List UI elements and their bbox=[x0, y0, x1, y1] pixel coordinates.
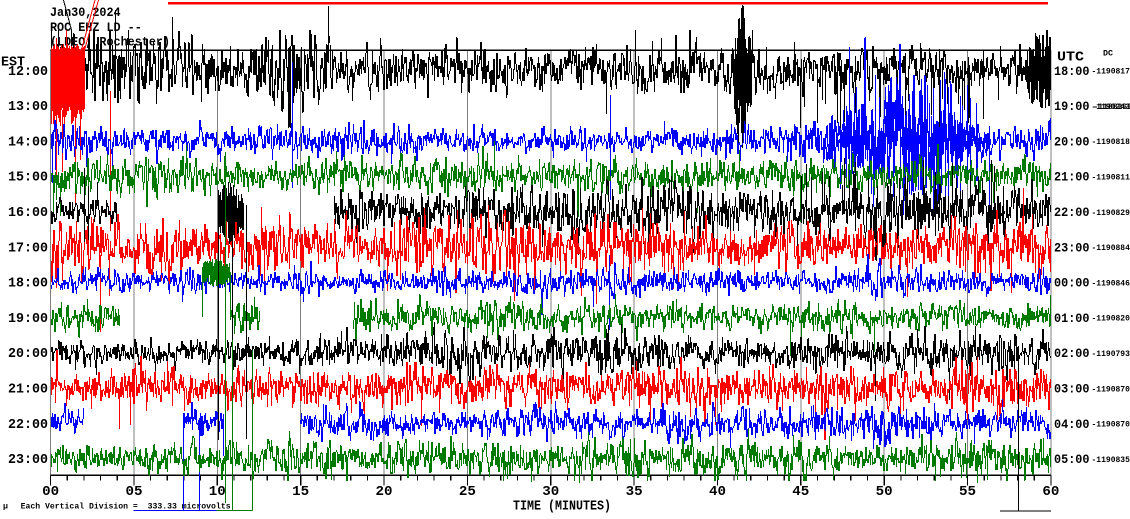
svg-text:-1190829: -1190829 bbox=[1092, 208, 1130, 218]
svg-text:TIME (MINUTES): TIME (MINUTES) bbox=[513, 499, 611, 515]
svg-text:-1190884: -1190884 bbox=[1092, 243, 1130, 253]
svg-text:19:00: 19:00 bbox=[8, 311, 48, 327]
svg-text:55: 55 bbox=[959, 484, 976, 500]
svg-text:23:00: 23:00 bbox=[1054, 240, 1090, 255]
svg-text:18:00: 18:00 bbox=[1054, 64, 1090, 79]
svg-text:22:00: 22:00 bbox=[1054, 205, 1090, 220]
svg-text:15:00: 15:00 bbox=[8, 170, 48, 186]
svg-text:23:00: 23:00 bbox=[8, 452, 48, 468]
svg-text:-1190846: -1190846 bbox=[1092, 278, 1130, 288]
svg-text:17:00: 17:00 bbox=[8, 240, 48, 256]
svg-text:04:00: 04:00 bbox=[1054, 417, 1090, 432]
svg-text:30: 30 bbox=[542, 484, 559, 500]
svg-text:EST: EST bbox=[1, 54, 25, 70]
svg-text:00:00: 00:00 bbox=[1054, 276, 1090, 291]
svg-text:µ: µ bbox=[3, 503, 8, 512]
svg-text:Each Vertical Division = 333.: Each Vertical Division = 333.33 microvol… bbox=[21, 502, 231, 512]
svg-text:15: 15 bbox=[292, 484, 309, 500]
svg-text:13:00: 13:00 bbox=[8, 99, 48, 115]
svg-text:-1190835: -1190835 bbox=[1092, 455, 1130, 465]
svg-text:-1190811: -1190811 bbox=[1092, 173, 1130, 183]
svg-text:50: 50 bbox=[876, 484, 893, 500]
svg-text:20: 20 bbox=[376, 484, 393, 500]
svg-text:-1190870: -1190870 bbox=[1092, 384, 1130, 394]
svg-text:18:00: 18:00 bbox=[8, 276, 48, 292]
svg-text:22:00: 22:00 bbox=[8, 417, 48, 433]
svg-text:-1190820: -1190820 bbox=[1092, 314, 1130, 324]
svg-text:20:00: 20:00 bbox=[8, 346, 48, 362]
svg-text:05: 05 bbox=[125, 484, 142, 500]
svg-text:14:00: 14:00 bbox=[8, 134, 48, 150]
svg-text:25: 25 bbox=[459, 484, 476, 500]
svg-text:21:00: 21:00 bbox=[1054, 170, 1090, 185]
svg-text:-1188263: -1188263 bbox=[1094, 102, 1130, 112]
svg-text:12:00: 12:00 bbox=[8, 64, 48, 80]
svg-text:ROC EHZ LD --: ROC EHZ LD -- bbox=[50, 20, 142, 35]
svg-text:01:00: 01:00 bbox=[1054, 311, 1090, 326]
svg-text:-1190818: -1190818 bbox=[1092, 137, 1130, 147]
svg-text:40: 40 bbox=[709, 484, 726, 500]
svg-text:19:00: 19:00 bbox=[1054, 99, 1090, 114]
svg-text:00: 00 bbox=[42, 484, 59, 500]
svg-text:45: 45 bbox=[792, 484, 809, 500]
svg-text:05:00: 05:00 bbox=[1054, 452, 1090, 467]
svg-text:21:00: 21:00 bbox=[8, 382, 48, 398]
svg-text:03:00: 03:00 bbox=[1054, 382, 1090, 397]
svg-text:35: 35 bbox=[626, 484, 643, 500]
svg-text:-1190793: -1190793 bbox=[1092, 349, 1130, 359]
svg-text:20:00: 20:00 bbox=[1054, 134, 1090, 149]
svg-text:16:00: 16:00 bbox=[8, 205, 48, 221]
svg-text:-1190870: -1190870 bbox=[1092, 420, 1130, 430]
svg-text:02:00: 02:00 bbox=[1054, 346, 1090, 361]
svg-text:60: 60 bbox=[1042, 484, 1059, 500]
svg-text:Jan30,2024: Jan30,2024 bbox=[50, 5, 121, 20]
svg-text:-1190817: -1190817 bbox=[1092, 67, 1130, 77]
svg-text:10: 10 bbox=[209, 484, 226, 500]
svg-text:UTC: UTC bbox=[1057, 50, 1085, 66]
svg-text:DC: DC bbox=[1103, 48, 1113, 58]
svg-text:-1190243: -1190243 bbox=[1092, 102, 1130, 112]
